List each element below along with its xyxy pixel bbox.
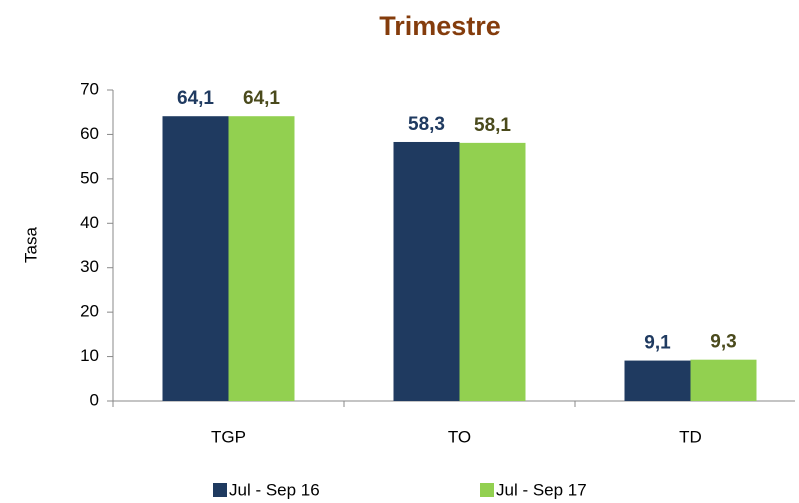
chart-title: Trimestre — [379, 11, 501, 41]
value-label: 9,3 — [710, 332, 736, 353]
y-tick-label: 10 — [80, 346, 99, 365]
legend-label: Jul - Sep 17 — [496, 480, 587, 499]
bar — [162, 116, 229, 401]
y-tick-label: 60 — [80, 124, 99, 143]
bar — [690, 359, 757, 401]
legend-swatch — [213, 483, 227, 497]
bar — [228, 116, 295, 401]
y-tick-label: 20 — [80, 302, 99, 321]
x-tick-label: TGP — [211, 427, 246, 446]
y-tick-label: 40 — [80, 213, 99, 232]
y-tick-label: 50 — [80, 168, 99, 187]
y-tick-label: 70 — [80, 79, 99, 98]
legend-swatch — [480, 483, 494, 497]
value-label: 58,1 — [474, 115, 511, 136]
value-label: 64,1 — [177, 88, 214, 109]
value-label: 58,3 — [408, 114, 445, 135]
bar — [393, 141, 460, 401]
bar — [459, 142, 526, 401]
y-axis-label: Tasa — [21, 227, 40, 263]
x-tick-label: TD — [679, 427, 702, 446]
y-tick-label: 0 — [90, 390, 99, 409]
legend-label: Jul - Sep 16 — [229, 480, 320, 499]
value-label: 9,1 — [644, 333, 671, 354]
y-tick-label: 30 — [80, 257, 99, 276]
value-label: 64,1 — [243, 88, 280, 109]
x-tick-label: TO — [448, 427, 471, 446]
bar — [624, 360, 691, 401]
